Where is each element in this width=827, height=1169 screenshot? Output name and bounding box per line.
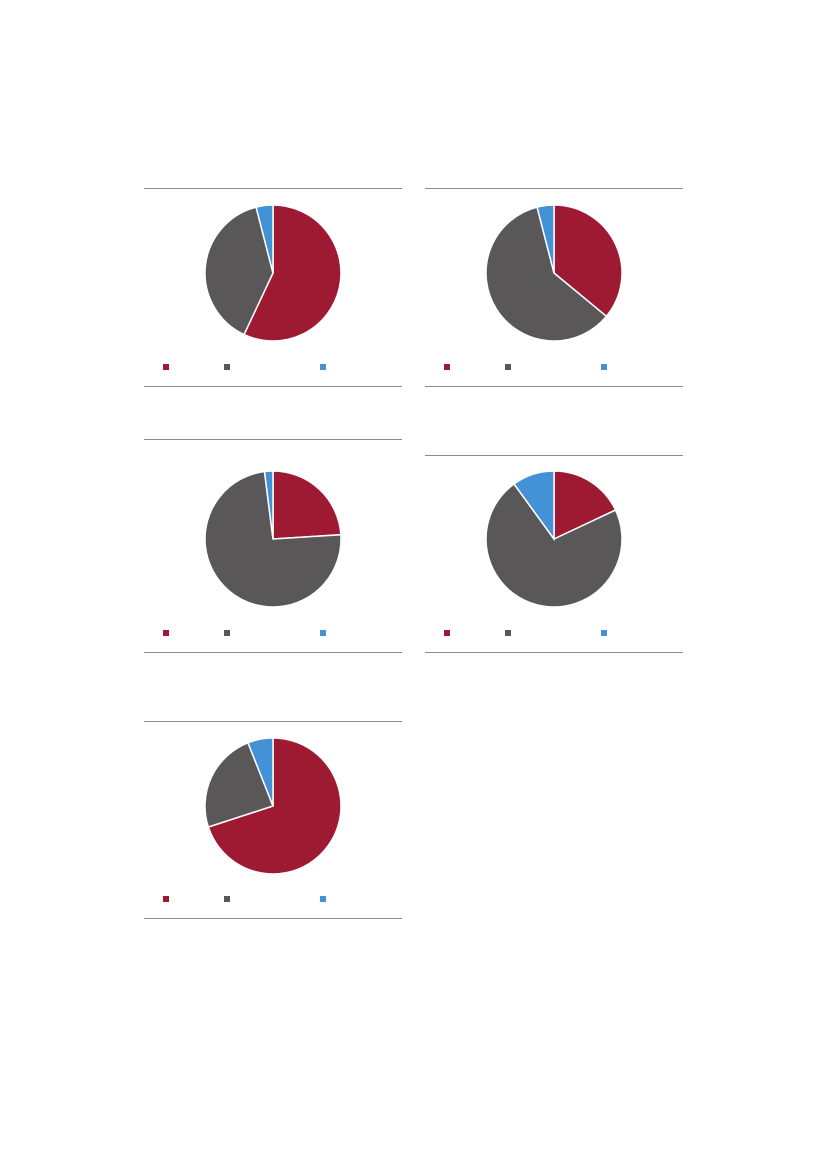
legend-swatch-2 xyxy=(224,364,230,370)
legend-swatch-3 xyxy=(601,364,607,370)
pie-slice-1 xyxy=(207,737,342,875)
chart-top-rule xyxy=(144,721,402,722)
chart-top-rule xyxy=(425,188,683,189)
pie-chart xyxy=(485,204,623,342)
legend-swatch-1 xyxy=(163,630,169,636)
pie-slice-1 xyxy=(243,204,342,342)
chart-top-rule xyxy=(425,455,683,456)
pie-chart xyxy=(204,737,342,875)
pie-slice-1 xyxy=(272,470,342,540)
legend-swatch-2 xyxy=(505,630,511,636)
pie-slice-2 xyxy=(204,470,342,608)
legend-swatch-1 xyxy=(163,896,169,902)
pie-slice-1 xyxy=(553,204,623,318)
pie-chart xyxy=(204,470,342,608)
legend-swatch-3 xyxy=(320,896,326,902)
pie-slice-2 xyxy=(485,206,608,342)
pie-slice-1 xyxy=(553,470,617,541)
chart-bottom-rule xyxy=(425,386,683,387)
legend-swatch-3 xyxy=(320,630,326,636)
legend-swatch-2 xyxy=(505,364,511,370)
chart-bottom-rule xyxy=(144,918,402,919)
pie-slice-3 xyxy=(263,470,274,540)
legend-swatch-1 xyxy=(444,630,450,636)
pie-chart xyxy=(204,204,342,342)
pie-slice-2 xyxy=(204,206,274,336)
legend-swatch-2 xyxy=(224,630,230,636)
chart-bottom-rule xyxy=(425,652,683,653)
legend-swatch-2 xyxy=(224,896,230,902)
chart-top-rule xyxy=(144,188,402,189)
chart-top-rule xyxy=(144,439,402,440)
legend-swatch-3 xyxy=(320,364,326,370)
pie-chart xyxy=(485,470,623,608)
pie-slice-3 xyxy=(255,204,274,274)
pie-slice-3 xyxy=(512,470,555,542)
chart-bottom-rule xyxy=(144,652,402,653)
pie-slice-3 xyxy=(536,204,555,274)
legend-swatch-1 xyxy=(444,364,450,370)
pie-slice-3 xyxy=(246,737,274,807)
legend-swatch-3 xyxy=(601,630,607,636)
chart-bottom-rule xyxy=(144,386,402,387)
pie-slice-2 xyxy=(485,482,623,608)
legend-swatch-1 xyxy=(163,364,169,370)
